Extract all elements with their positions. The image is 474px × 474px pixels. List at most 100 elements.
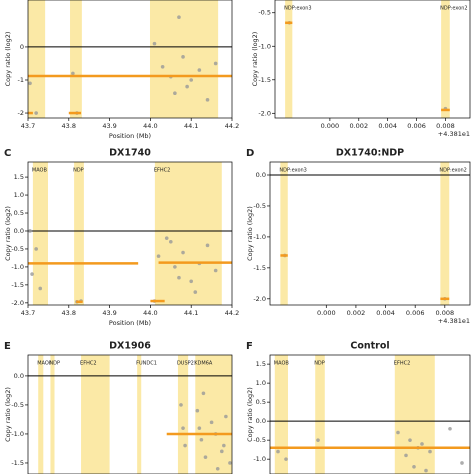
x-tick-label: 0.004 (378, 122, 397, 130)
data-point (152, 41, 157, 46)
data-point (160, 64, 165, 69)
data-point (201, 391, 206, 396)
panel: MAOB NDP EFHC2 -2.0 -1.5 -1.0 -0.5 0.0 0.5 1.0 1.5… (4, 148, 239, 328)
x-tick-label: 43.8 (62, 309, 76, 317)
data-point (34, 111, 38, 115)
gene-label: MAOB (37, 361, 53, 367)
data-point (428, 449, 432, 454)
frame (27, 354, 233, 474)
gene-band (315, 355, 325, 474)
data-point (284, 457, 288, 461)
gene-label: EFHC2 (394, 361, 410, 367)
y-axis-label: Copy ratio (log2) (246, 206, 254, 261)
data-point (173, 265, 177, 269)
x-tick-label: 43.7 (21, 122, 35, 130)
x-tick-label: 43.8 (62, 122, 76, 130)
gene-band (32, 162, 48, 305)
data-point (205, 243, 210, 248)
x-tick-label: 0.002 (347, 309, 366, 317)
gene-label: NDP (49, 361, 60, 367)
gene-band (440, 162, 450, 305)
x-tick-label: 43.9 (102, 309, 116, 317)
y-axis-label: Copy ratio (log2) (251, 32, 259, 87)
gene-label: NDP:exon2 (440, 6, 468, 12)
data-point (209, 420, 214, 425)
data-point (197, 68, 202, 72)
gene-band (137, 355, 142, 474)
gene-label: KDM6A (194, 361, 213, 367)
data-point (404, 453, 408, 458)
y-tick-label: -1 (18, 76, 24, 84)
y-tick-label: -0.5 (11, 245, 24, 253)
data-point (213, 268, 218, 273)
data-point (213, 61, 218, 66)
gene-label: NDP:exon3 (284, 6, 312, 12)
panel-letter: E (4, 341, 11, 352)
data-point (179, 403, 183, 407)
data-point (181, 426, 185, 430)
panel-letter: C (4, 148, 11, 159)
x-tick-label: 0.000 (317, 309, 336, 317)
y-tick-label: -1.0 (11, 263, 24, 271)
data-point (156, 254, 161, 258)
frame (269, 161, 471, 306)
y-tick-label: 0.5 (14, 209, 24, 217)
x-axis-label: Position (Mb) (109, 132, 151, 140)
panel: MAOB NDP EFHC2 1.5 1.0 0.5 0.0 -0.5 -1.0 Copy rat… (246, 341, 471, 474)
data-point (228, 461, 232, 465)
data-point (276, 449, 280, 454)
data-point (412, 464, 416, 469)
y-tick-label: -0.5 (253, 436, 266, 444)
data-point (408, 438, 412, 442)
y-tick-label: -2 (18, 109, 24, 117)
gene-label: EFHC2 (80, 361, 96, 367)
data-point (71, 71, 75, 76)
plot-area: MAOB NDP EFHC2 (28, 162, 232, 305)
gene-band (81, 355, 110, 474)
y-tick-label: -1.0 (253, 233, 266, 241)
data-point (316, 438, 320, 442)
data-point (185, 84, 189, 89)
data-point (28, 229, 32, 233)
y-tick-label: -2.0 (11, 299, 24, 307)
panel-title: DX1740 (109, 148, 151, 159)
data-point (205, 98, 210, 102)
y-axis-label: Copy ratio (log2) (4, 206, 12, 261)
gene-band (28, 0, 46, 118)
x-tick-label: 43.9 (102, 122, 116, 130)
data-point (30, 272, 34, 276)
plot-area: NDP:exon3 NDP:exon2 (270, 162, 470, 305)
x-tick-label: 0.008 (436, 122, 455, 130)
panel: 0 -1 -2 43.7 43.8 43.9 44.0 44.1 44.2 Position (M… (4, 0, 239, 140)
gene-band (70, 0, 82, 118)
data-point (34, 247, 38, 251)
gene-label: EFHC2 (154, 168, 170, 174)
y-tick-label: -0.5 (11, 401, 24, 409)
data-point (424, 468, 428, 473)
gene-label: NDP:exon3 (279, 168, 307, 174)
data-point (28, 81, 32, 86)
data-point (224, 414, 228, 419)
y-tick-label: -1.5 (253, 264, 266, 272)
x-tick-label: 0.000 (321, 122, 340, 130)
x-offset-label: +4.381e1 (438, 130, 470, 138)
y-tick-label: 1.5 (256, 360, 266, 368)
y-axis-label: Copy ratio (log2) (4, 32, 12, 87)
data-point (215, 466, 220, 471)
data-point (177, 275, 181, 280)
panel-title: DX1906 (109, 341, 151, 352)
y-tick-label: -1.0 (11, 430, 24, 438)
gene-label: MAOB (274, 361, 290, 367)
gene-label: FUNDC1 (136, 361, 157, 367)
x-tick-label: 0.008 (436, 309, 455, 317)
x-tick-label: 43.7 (21, 309, 35, 317)
data-point (181, 55, 185, 59)
gene-band (285, 0, 293, 118)
x-offset-label: +4.381e1 (438, 317, 470, 325)
gene-band (74, 162, 84, 305)
data-point (220, 449, 224, 454)
gene-label: NDP (314, 361, 325, 367)
y-axis-label: Copy ratio (log2) (246, 387, 254, 442)
y-axis-label: Copy ratio (log2) (4, 387, 12, 442)
